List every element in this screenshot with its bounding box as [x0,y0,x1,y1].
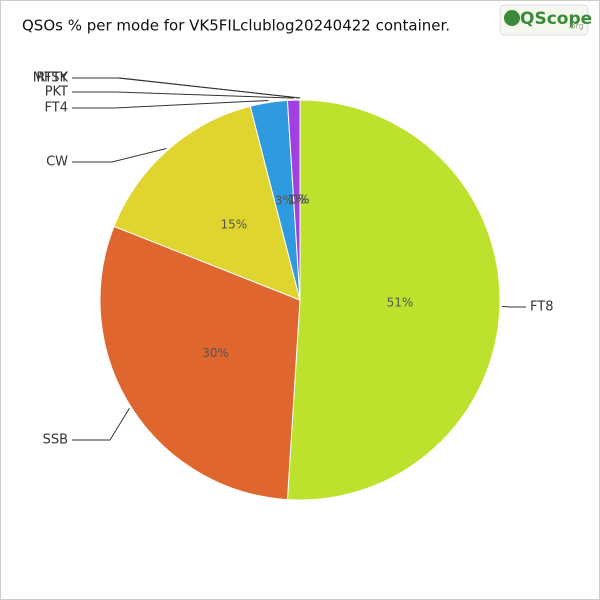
logo-text: QScope [520,9,592,29]
leader-line [72,77,301,99]
value-label: 3% [275,194,294,208]
logo-suffix: .org [568,22,584,31]
logo: QScope .org [499,4,592,36]
category-label: SSB [43,433,68,448]
logo-icon [504,10,520,26]
pie-slice [99,225,301,501]
category-label: FT8 [530,300,553,315]
chart-title: QSOs % per mode for VK5FILclublog2024042… [22,17,450,35]
category-label: RTTY [36,71,68,86]
leader-line [72,99,269,109]
pie-slice [286,99,501,501]
category-label: CW [46,155,68,170]
value-label: 1% [287,193,306,207]
leader-line [72,91,294,99]
leader-line [72,407,130,441]
logo-box [499,4,589,36]
value-label: 0% [290,193,309,207]
category-label: FT4 [45,101,68,116]
pie-slice [113,105,301,301]
leader-line [72,147,167,163]
leader-line [501,305,526,308]
value-label: 15% [221,217,248,231]
value-label: 30% [202,346,229,360]
category-label: PKT [45,85,68,100]
category-label: MFSK [33,71,69,86]
value-label: 0% [290,193,309,207]
value-label: 51% [387,296,414,310]
